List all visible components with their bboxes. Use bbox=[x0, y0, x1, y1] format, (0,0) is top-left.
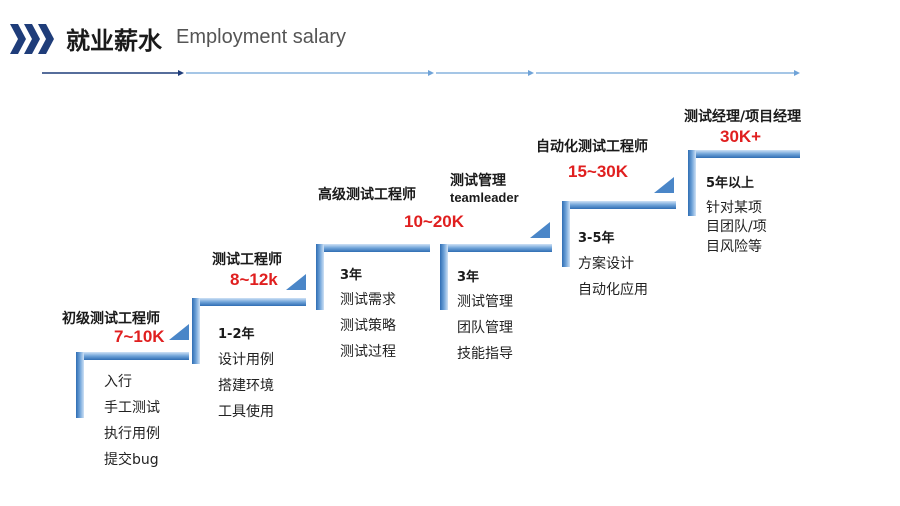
stage-5-item: 自动化应用 bbox=[578, 282, 648, 298]
stage-5-years: 3-5年 bbox=[578, 231, 615, 246]
stage-4-item: 团队管理 bbox=[457, 320, 513, 336]
stage-3-item: 测试需求 bbox=[340, 292, 396, 308]
page-subtitle: Employment salary bbox=[176, 26, 347, 48]
stage-2-years: 1-2年 bbox=[218, 327, 255, 342]
stage-3-years: 3年 bbox=[340, 268, 363, 283]
step-3 bbox=[316, 244, 430, 310]
stage-4-years: 3年 bbox=[457, 270, 480, 285]
stage-1-role: 初级测试工程师 bbox=[62, 311, 160, 327]
stage-5-role: 自动化测试工程师 bbox=[536, 139, 648, 155]
stage-2-item: 设计用例 bbox=[218, 352, 274, 368]
stage-4-item: 测试管理 bbox=[457, 294, 513, 310]
stage-3-item: 测试过程 bbox=[340, 344, 396, 360]
stage-4-role: 测试管理 bbox=[450, 173, 506, 189]
stage-2-role: 测试工程师 bbox=[212, 252, 282, 268]
stage-6-item: 目风险等 bbox=[706, 239, 762, 255]
stage-6-role: 测试经理/项目经理 bbox=[684, 109, 802, 125]
chevron-arrows-icon bbox=[10, 24, 54, 54]
stage-4-role-sub: teamleader bbox=[450, 190, 519, 205]
step-2 bbox=[192, 274, 306, 364]
stage-1-salary: 7~10K bbox=[114, 327, 165, 346]
stage-2-salary: 8~12k bbox=[230, 270, 278, 289]
step-4 bbox=[440, 222, 552, 310]
stage-1-item: 入行 bbox=[104, 374, 132, 390]
stage-1-item: 手工测试 bbox=[104, 400, 160, 416]
stage-5-salary: 15~30K bbox=[568, 162, 629, 181]
page-title: 就业薪水 bbox=[66, 27, 162, 55]
stage-3-salary: 10~20K bbox=[404, 212, 465, 231]
stage-6-years: 5年以上 bbox=[706, 176, 755, 191]
stage-6-item: 针对某项 bbox=[706, 200, 762, 216]
stage-6-item: 目团队/项 bbox=[706, 219, 767, 235]
stage-6-salary: 30K+ bbox=[720, 127, 762, 146]
step-5 bbox=[562, 177, 676, 267]
stage-3-role: 高级测试工程师 bbox=[318, 187, 416, 203]
stage-1-item: 执行用例 bbox=[104, 426, 160, 442]
step-1 bbox=[76, 324, 189, 418]
stage-1-item: 提交bug bbox=[104, 452, 159, 468]
stage-5-item: 方案设计 bbox=[578, 256, 634, 272]
stage-2-item: 搭建环境 bbox=[218, 378, 274, 394]
header-divider bbox=[42, 70, 800, 76]
stage-2-item: 工具使用 bbox=[218, 404, 274, 420]
step-6 bbox=[688, 150, 800, 216]
stage-4-item: 技能指导 bbox=[457, 346, 513, 362]
stage-3-item: 测试策略 bbox=[340, 318, 396, 334]
